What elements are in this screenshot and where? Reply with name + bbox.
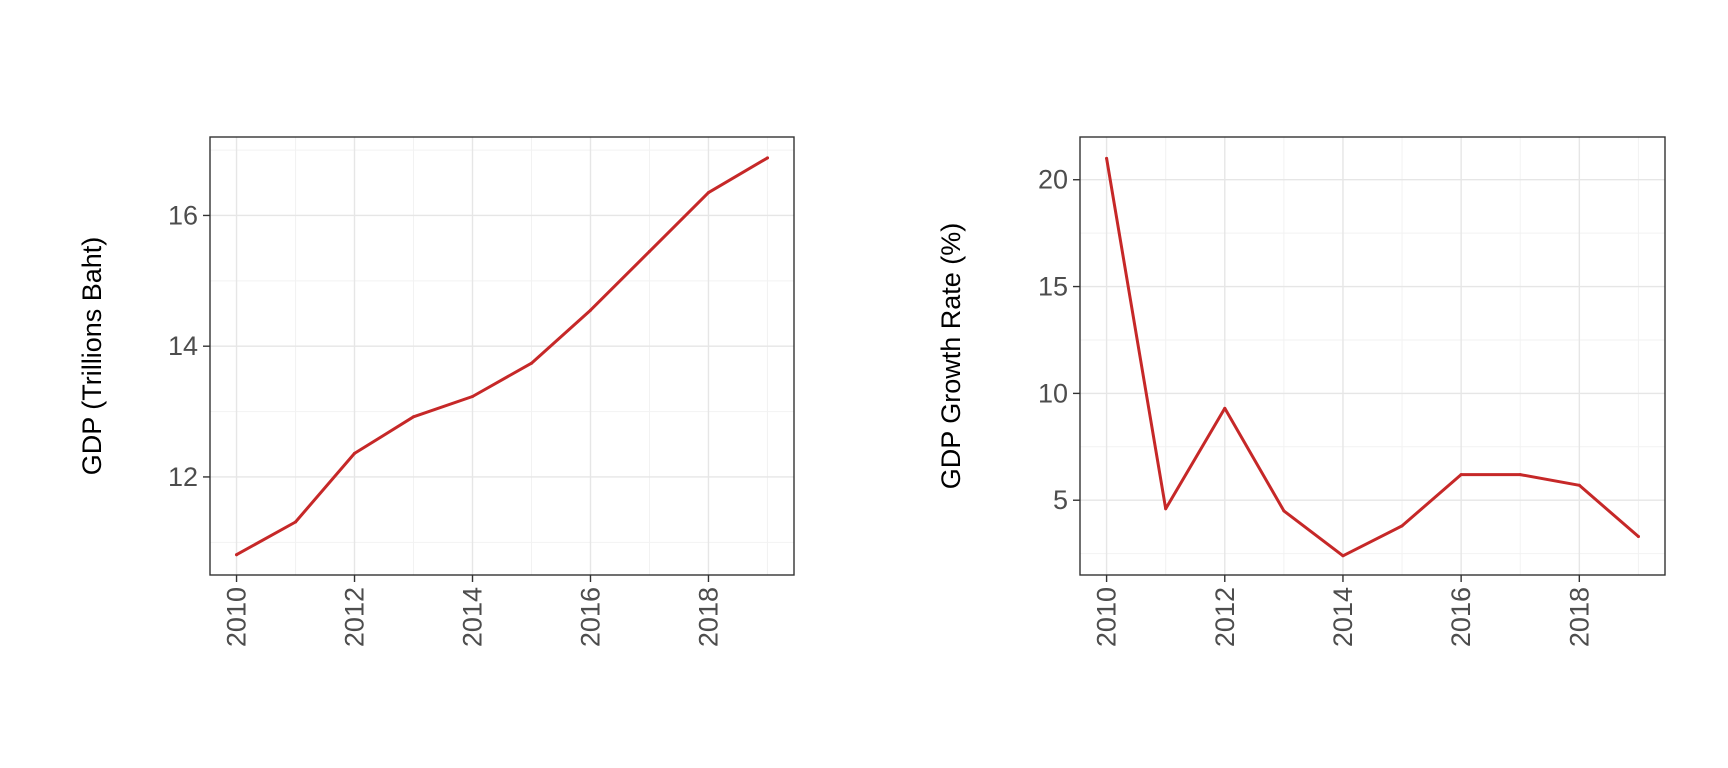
x-tick-label: 2010 <box>1092 587 1122 647</box>
x-tick-label: 2016 <box>1446 587 1476 647</box>
growth-data-point <box>1459 473 1463 477</box>
gdp-major-grid <box>210 137 794 575</box>
growth-data-point <box>1223 406 1227 410</box>
gdp-data-point <box>529 361 533 365</box>
gdp-data-point <box>471 395 475 399</box>
growth-data-point <box>1518 473 1522 477</box>
x-tick-label: 2018 <box>1564 587 1594 647</box>
x-tick-label: 2016 <box>575 587 605 647</box>
x-tick-label: 2014 <box>458 587 488 647</box>
growth-y-axis: 5 10 15 20 <box>1038 165 1080 515</box>
growth-major-grid <box>1080 137 1665 575</box>
growth-data-point <box>1341 554 1345 558</box>
growth-data-point <box>1636 535 1640 539</box>
gdp-data-point <box>353 451 357 455</box>
y-tick-label: 16 <box>168 200 198 230</box>
gdp-chart-panel: 12 14 16 2010 2012 2014 2016 2018 GDP (T… <box>77 136 795 647</box>
y-tick-label: 20 <box>1038 165 1068 195</box>
growth-series-line <box>1105 156 1640 558</box>
gdp-data-point <box>235 553 239 557</box>
growth-panel-border <box>1079 136 1666 576</box>
gdp-x-axis: 2010 2012 2014 2016 2018 <box>222 575 723 647</box>
gdp-data-point <box>294 520 298 524</box>
gdp-y-axis: 12 14 16 <box>168 200 210 492</box>
x-tick-label: 2012 <box>340 587 370 647</box>
gdp-series-line <box>235 156 769 557</box>
growth-data-point <box>1282 509 1286 513</box>
y-tick-label: 10 <box>1038 378 1068 408</box>
y-tick-label: 5 <box>1053 485 1068 515</box>
gdp-data-point <box>588 308 592 312</box>
y-tick-label: 14 <box>168 331 198 361</box>
growth-minor-grid <box>1080 137 1665 575</box>
growth-data-point <box>1577 483 1581 487</box>
gdp-points <box>235 156 769 557</box>
gdp-growth-chart-panel: 5 10 15 20 2010 2012 2014 2016 2018 GDP … <box>936 136 1666 647</box>
y-tick-label: 15 <box>1038 272 1068 302</box>
gdp-panel-border <box>209 136 795 576</box>
gdp-y-axis-title: GDP (Trillions Baht) <box>77 237 107 476</box>
growth-y-axis-title: GDP Growth Rate (%) <box>936 223 966 490</box>
x-tick-label: 2014 <box>1328 587 1358 647</box>
gdp-data-point <box>765 156 769 160</box>
gdp-data-point <box>647 249 651 253</box>
growth-data-point <box>1400 524 1404 528</box>
x-tick-label: 2012 <box>1210 587 1240 647</box>
gdp-minor-grid <box>210 137 794 575</box>
growth-x-axis: 2010 2012 2014 2016 2018 <box>1092 575 1594 647</box>
gdp-data-point <box>706 191 710 195</box>
growth-data-point <box>1164 507 1168 511</box>
growth-points <box>1105 156 1640 558</box>
growth-data-point <box>1105 156 1109 160</box>
x-tick-label: 2018 <box>693 587 723 647</box>
gdp-data-point <box>412 415 416 419</box>
x-tick-label: 2010 <box>222 587 252 647</box>
y-tick-label: 12 <box>168 462 198 492</box>
